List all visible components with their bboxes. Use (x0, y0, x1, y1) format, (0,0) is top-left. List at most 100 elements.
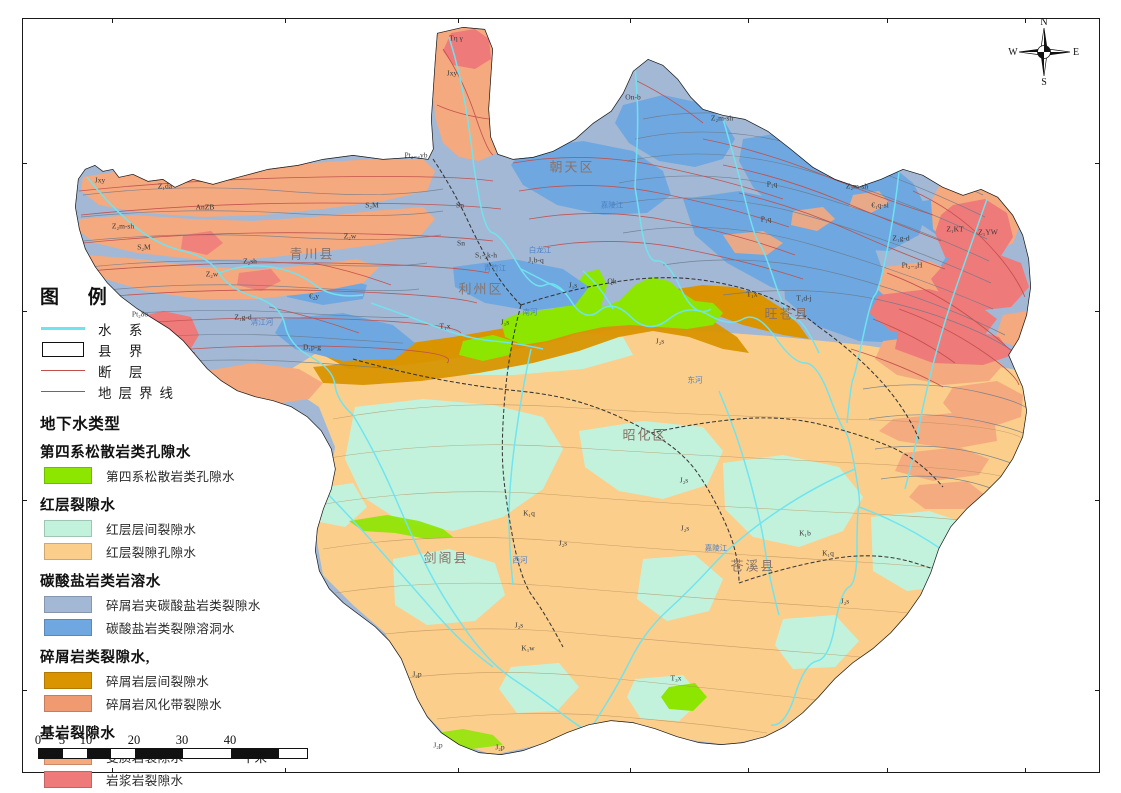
graticule-tick-bottom (112, 768, 113, 773)
map-geology-code-label: S₁-₂k-h (475, 250, 497, 260)
fault-line-icon (40, 369, 86, 372)
legend-line-stratum-line: 地层界线 (40, 381, 300, 402)
compass-rose: N S E W (1008, 14, 1080, 88)
map-geology-code-label: Z₂w (343, 231, 357, 241)
compass-west-label: W (1008, 47, 1018, 58)
map-geology-code-label: Tη γ (449, 33, 463, 43)
map-geology-code-label: S₂M (137, 242, 151, 252)
scale-bar: 0 5 10 20 30 40 千米 (34, 733, 308, 765)
legend-swatch-row[interactable]: 红层层间裂隙水 (40, 517, 300, 540)
map-geology-code-label: J₂s (680, 523, 690, 533)
legend-line-label: 县 界 (98, 343, 150, 359)
map-geology-code-label: Z₂m-sh (111, 221, 135, 231)
map-geology-code-label: Jxy (446, 68, 458, 78)
scale-bar-segment (63, 749, 87, 758)
legend-swatch-label: 岩浆岩裂隙水 (106, 774, 184, 788)
legend-color-swatch (44, 695, 92, 712)
map-geology-code-label: K₁b (799, 528, 811, 538)
map-canvas[interactable] (23, 19, 1098, 771)
graticule-tick-left (22, 311, 27, 312)
map-geology-code-label: Z₁g-d (234, 312, 252, 322)
legend-color-swatch (44, 520, 92, 537)
map-geology-code-label: Sn (457, 238, 465, 248)
scale-bar-segment (39, 749, 63, 758)
legend-swatch-label: 碎屑岩风化带裂隙水 (106, 698, 223, 712)
map-geology-code-label: €₂y (308, 291, 320, 301)
scale-bar-segment (87, 749, 111, 758)
legend-swatch-label: 红层裂隙孔隙水 (106, 546, 197, 560)
graticule-tick-top (285, 18, 286, 23)
legend-swatch-row[interactable]: 碎屑岩风化带裂隙水 (40, 692, 300, 715)
graticule-tick-right (1095, 163, 1100, 164)
map-geology-code-label: J₂p (495, 742, 505, 752)
legend-color-swatch (44, 596, 92, 613)
legend-swatch-row[interactable]: 第四系松散岩类孔隙水 (40, 464, 300, 487)
legend-swatch-label: 碎屑岩层间裂隙水 (106, 675, 210, 689)
map-geology-code-label: T₁x (746, 289, 758, 299)
county-boundary-icon (40, 342, 86, 357)
map-geology-code-label: Z₁da (157, 181, 173, 191)
map-geology-code-label: K₁q (523, 508, 535, 518)
scale-bar-graphic (38, 748, 308, 759)
legend-line-river-line: 水 系 (40, 318, 300, 339)
scale-bar-tick-label: 40 (223, 733, 237, 747)
legend-title: 图 例 (40, 287, 119, 308)
stratum-line-icon (40, 390, 86, 393)
graticule-tick-top (887, 18, 888, 23)
map-geology-code-label: J₁s (500, 317, 510, 327)
map-river-label: 青竹江 (483, 263, 507, 273)
map-geology-code-label: Z₂m-sh (845, 181, 869, 191)
scale-bar-segment (135, 749, 183, 758)
legend-group-heading: 红层裂隙水 (40, 498, 116, 514)
map-geology-code-label: J₂s (840, 596, 850, 606)
legend-swatch-row[interactable]: 碳酸盐岩类裂隙溶洞水 (40, 616, 300, 639)
scale-bar-tick-label: 0 (34, 733, 42, 747)
map-geology-code-label: J₂s (655, 336, 665, 346)
compass-south-label: S (1041, 77, 1047, 88)
legend-swatch-row[interactable]: 岩浆岩裂隙水 (40, 768, 300, 791)
graticule-tick-bottom (748, 768, 749, 773)
legend-swatch-row[interactable]: 碎屑岩夹碳酸盐岩类裂隙水 (40, 593, 300, 616)
map-geology-code-label: Pt₂₋₃H (901, 260, 923, 270)
map-geology-code-label: Pt₂₋₃yb (404, 150, 428, 160)
map-geology-code-label: Z₁YW (978, 227, 998, 237)
map-geology-code-label: Pt₂δo (131, 309, 149, 319)
legend-color-swatch (44, 543, 92, 560)
graticule-tick-top (112, 18, 113, 23)
map-geology-code-label: K₁w (521, 643, 535, 653)
legend-line-symbols: 水 系县 界断 层地层界线 (40, 318, 300, 402)
legend-line-label: 水 系 (98, 322, 150, 338)
graticule-tick-right (1095, 690, 1100, 691)
legend-swatch-row[interactable]: 碎屑岩层间裂隙水 (40, 669, 300, 692)
map-county-label: 苍溪县 (730, 558, 776, 574)
legend-color-swatch (44, 672, 92, 689)
graticule-tick-bottom (1025, 768, 1026, 773)
map-county-label: 昭化区 (622, 427, 668, 443)
scale-bar-segment (111, 749, 135, 758)
legend-swatch-row[interactable]: 红层裂隙孔隙水 (40, 540, 300, 563)
scale-bar-ticks: 0 5 10 20 30 40 (34, 733, 308, 748)
graticule-tick-top (458, 18, 459, 23)
compass-north-label: N (1040, 17, 1047, 28)
map-county-label: 剑阁县 (423, 550, 469, 566)
graticule-tick-bottom (630, 768, 631, 773)
scale-bar-tick-label: 30 (175, 733, 189, 747)
map-county-label: 利州区 (458, 281, 504, 297)
scale-bar-unit: 千米 (242, 751, 268, 765)
legend-groundwater-type-heading: 地下水类型 (40, 416, 121, 433)
graticule-tick-top (630, 18, 631, 23)
map-geology-code-label: T₃x (670, 673, 682, 683)
map-geology-code-label: J₂p (412, 669, 422, 679)
map-geology-code-label: J₂s (558, 538, 568, 548)
legend-color-swatch (44, 467, 92, 484)
legend-group-heading: 碳酸盐岩类岩溶水 (40, 574, 161, 590)
map-geology-code-label: Z₁g-d (892, 233, 910, 243)
map-river-label: 嘉陵江 (600, 200, 624, 210)
legend-line-label: 地层界线 (98, 385, 180, 401)
legend-color-swatch (44, 771, 92, 788)
map-county-label: 朝天区 (549, 159, 595, 175)
legend-line-fault-line: 断 层 (40, 360, 300, 381)
map-river-label: 南河 (522, 307, 538, 317)
graticule-tick-top (1025, 18, 1026, 23)
